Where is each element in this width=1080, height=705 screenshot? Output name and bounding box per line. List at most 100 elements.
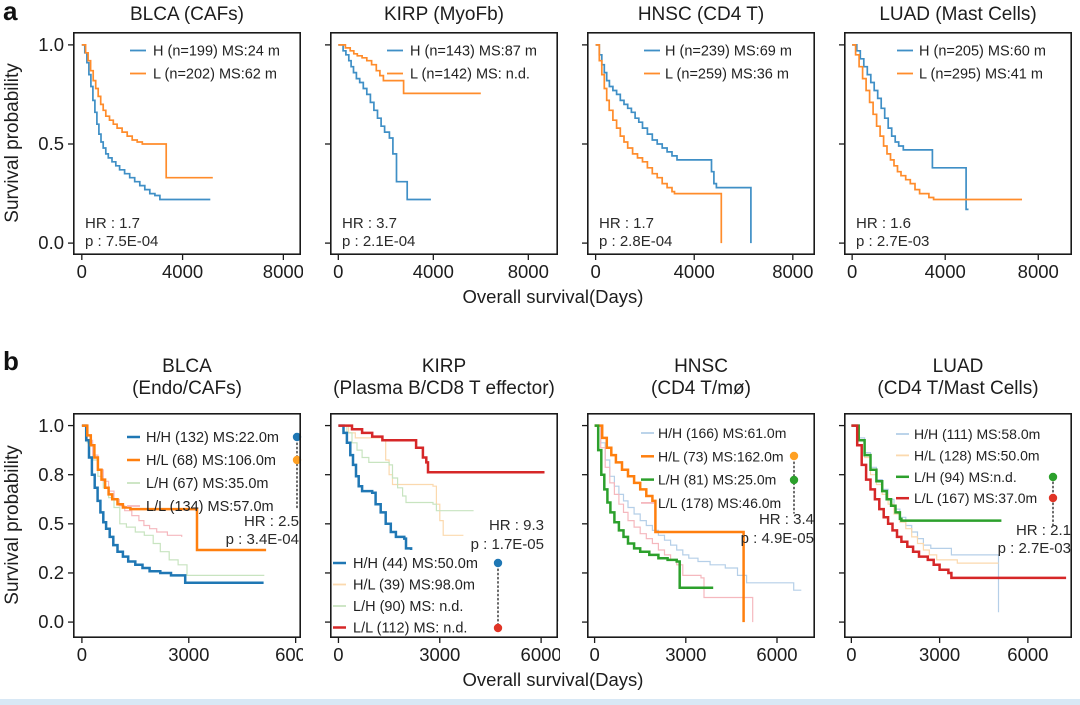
panel-title: HNSC (CD4 T): [587, 4, 815, 26]
survival-curve-H/L: [338, 425, 464, 536]
x-tick-label: 4000: [413, 261, 454, 282]
x-tick-label: 6000: [521, 644, 560, 665]
legend-entry-label: L/L (112) MS: n.d.: [353, 621, 467, 637]
survival-curve-L: [852, 44, 1022, 201]
x-tick-label: 4000: [674, 261, 715, 282]
survival-curve-L/L: [594, 425, 754, 623]
legend-entry-label: H/L (128) MS:50.0m: [914, 447, 1040, 463]
x-tick-label: 0: [333, 644, 343, 665]
axes-box: [587, 413, 815, 638]
group-marker-dot: [493, 623, 503, 633]
panel-title-line2: (CD4 T/Mast Cells): [877, 377, 1039, 399]
legend-entry-label: L/L (167) MS:37.0m: [914, 490, 1037, 506]
y-tick-label: 0.5: [38, 132, 64, 154]
p-value-text: p : 2.7E-03: [856, 233, 929, 250]
x-tick-label: 3000: [919, 644, 960, 665]
x-tick-label: 8000: [1018, 261, 1059, 282]
hazard-ratio-text: HR : 3.7: [342, 215, 397, 232]
x-tick-label: 0: [846, 644, 856, 665]
survival-curve-L: [338, 44, 481, 95]
survival-curve-L/L: [81, 425, 183, 537]
x-tick-label: 6000: [275, 644, 303, 665]
curves-group: [338, 44, 481, 201]
x-tick-label: 0: [77, 644, 87, 665]
legend: H (n=205) MS:60 m L (n=295) MS:41 m: [897, 44, 1046, 83]
curves-group: [852, 44, 1022, 211]
survival-curve-H: [595, 44, 752, 244]
hazard-ratio-text: HR : 1.6: [856, 215, 911, 232]
legend-entry-label: H/H (111) MS:58.0m: [914, 426, 1040, 442]
panel-title: KIRP (MyoFb): [330, 4, 558, 26]
panel-title-line1: HNSC (CD4 T): [637, 4, 765, 25]
legend: H/H (132) MS:22.0m H/L (68) MS:106.0m L/H …: [127, 430, 279, 515]
p-value-text: p : 2.7E-03: [998, 540, 1071, 557]
legend-entry-label: L (n=202) MS:62 m: [153, 67, 277, 83]
p-value-text: p : 7.5E-04: [85, 233, 158, 250]
panel-label-a: a: [3, 0, 18, 26]
panel-title-line1: HNSC: [674, 356, 728, 377]
legend: H/H (111) MS:58.0m H/L (128) MS:50.0m L/H …: [896, 426, 1040, 506]
x-tick-label: 0: [333, 261, 343, 282]
x-tick-label: 6000: [1007, 644, 1048, 665]
curves-group: [81, 44, 213, 201]
x-tick-label: 0: [77, 261, 87, 282]
legend-entry-label: L (n=295) MS:41 m: [919, 67, 1043, 83]
axis-ticks: [68, 424, 297, 643]
group-marker-dot: [789, 475, 799, 485]
curves-group: [594, 424, 802, 623]
panel-title-line1: LUAD (Mast Cells): [879, 4, 1037, 25]
legend-entry-label: L/H (90) MS: n.d.: [353, 599, 463, 615]
legend-entry-label: L/L (134) MS:57.0m: [146, 499, 274, 515]
panel-title: KIRP (Plasma B/CD8 T effector): [330, 356, 558, 399]
panel-title-line2: (Endo/CAFs): [132, 377, 242, 399]
km-panel-a-hnsc: HNSC (CD4 T) 0 4000 8000 H (n=239) MS:69 m L…: [581, 2, 817, 285]
survival-curve-H/H: [851, 425, 1000, 613]
axes-box: [844, 413, 1072, 638]
x-tick-label: 8000: [508, 261, 549, 282]
axes-box: [587, 32, 815, 255]
panel-title-line2: (Plasma B/CD8 T effector): [333, 377, 555, 399]
axis-ticks: [839, 44, 1039, 260]
survival-plot-a-luad: 0 4000 8000 H (n=205) MS:60 m L (n=295) MS:4…: [839, 32, 1072, 282]
survival-curve-H: [338, 44, 431, 201]
legend-entry-label: H/H (132) MS:22.0m: [146, 430, 279, 446]
axes-box: [73, 413, 301, 638]
legend-entry-label: L/L (178) MS:46.0m: [658, 495, 781, 511]
p-value-text: p : 2.8E-04: [599, 233, 672, 250]
survival-plot-b-luad: 0 3000 6000 H/H (111) MS:58.0m H/L (128) MS:…: [839, 413, 1072, 665]
x-tick-label: 3000: [665, 644, 706, 665]
legend-entry-label: H (n=239) MS:69 m: [665, 44, 792, 60]
legend-entry-label: H/L (68) MS:106.0m: [146, 453, 276, 469]
km-panel-b-blca: BLCA (Endo/CAFs) 0 3000 6000 H/H (132) MS:2…: [67, 352, 303, 672]
axes-box: [330, 413, 558, 638]
x-tick-label: 8000: [772, 261, 813, 282]
x-tick-label: 4000: [925, 261, 966, 282]
km-panel-b-kirp: KIRP (Plasma B/CD8 T effector) 0 3000 6000…: [324, 352, 560, 672]
km-panel-a-luad: LUAD (Mast Cells) 0 4000 8000 H (n=205) MS:…: [838, 2, 1074, 285]
curves-group: [338, 424, 545, 550]
panel-label-b: b: [3, 346, 19, 376]
legend-entry-label: L/H (67) MS:35.0m: [146, 476, 269, 492]
survival-plot-b-hnsc: 0 3000 6000 H/H (166) MS:61.0m H/L (73) MS:1…: [582, 413, 815, 665]
y-tick-label: 0.5: [38, 512, 64, 534]
group-marker-dot: [1048, 472, 1058, 482]
p-value-text: p : 4.9E-05: [741, 530, 814, 547]
p-value-text: p : 2.1E-04: [342, 233, 415, 250]
y-tick-label: 0.0: [38, 232, 64, 254]
x-tick-label: 8000: [263, 261, 303, 282]
group-marker-dot: [292, 432, 302, 442]
group-marker-dot: [789, 451, 799, 461]
comparison-annotation: [789, 451, 799, 514]
axis-ticks: [582, 44, 794, 260]
survival-curve-H/L: [81, 424, 267, 552]
y-tick-label: 0.0: [38, 611, 64, 633]
survival-curve-L/L: [338, 424, 545, 474]
curves-group: [851, 424, 1067, 613]
y-tick-label: 1.0: [38, 414, 64, 436]
axis-ticks: [582, 424, 778, 643]
survival-plot-a-hnsc: 0 4000 8000 H (n=239) MS:69 m L (n=259) MS:3…: [582, 32, 815, 282]
survival-curve-L: [595, 44, 723, 244]
survival-plot-b-blca: 0 3000 6000 H/H (132) MS:22.0m H/L (68) MS:1…: [68, 413, 303, 665]
x-tick-label: 3000: [168, 644, 209, 665]
